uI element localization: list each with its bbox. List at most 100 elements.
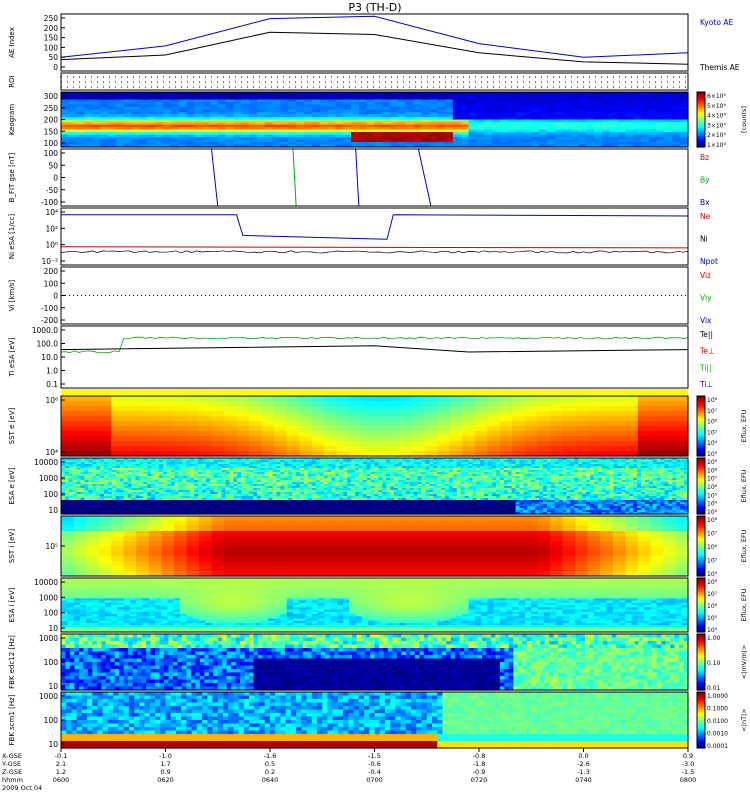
esae-cell [382, 496, 387, 499]
kp-cell [531, 102, 540, 106]
esae-cell [88, 468, 93, 471]
sste-cell [111, 446, 125, 452]
kp-cell [554, 102, 564, 106]
kp-cell [507, 132, 517, 136]
esae-cell [155, 468, 160, 471]
esae-cell [100, 486, 105, 489]
esae-cell [398, 512, 403, 515]
esae-cell [135, 510, 140, 513]
kp-cell [413, 127, 423, 131]
esae-cell [276, 496, 282, 499]
sste-cell [399, 446, 413, 452]
sste-cell [387, 411, 401, 417]
esae-cell [229, 490, 235, 493]
kp-cell [374, 94, 383, 98]
sste-cell [512, 396, 526, 402]
kp-cell [452, 112, 462, 116]
esae-cell [394, 486, 399, 489]
sste-cell [198, 436, 213, 442]
esae-cell [390, 472, 395, 475]
esae-cell [123, 498, 129, 501]
kp-cell [170, 134, 180, 138]
esae-cell [115, 482, 121, 485]
esae-cell [292, 466, 297, 469]
esae-cell [386, 462, 391, 465]
esae-cell [170, 478, 176, 481]
esae-cell [225, 496, 231, 499]
kp-cell [350, 107, 360, 111]
kp-cell [264, 112, 274, 116]
kp-cell [421, 112, 430, 116]
esae-cell [264, 466, 270, 469]
esae-cell [272, 508, 278, 511]
kp-cell [76, 129, 86, 133]
esae-cell [166, 464, 172, 467]
esae-cell [194, 498, 199, 501]
kp-cell [100, 132, 109, 136]
kp-cell [303, 124, 313, 128]
esae-cell [92, 466, 97, 469]
esae-cell [217, 476, 223, 479]
kp-cell [170, 129, 180, 133]
esae-cell [96, 470, 101, 473]
esae-cell [421, 472, 427, 475]
esae-cell [123, 478, 129, 481]
esae-cell [155, 482, 160, 485]
esae-cell [417, 500, 423, 503]
sste-cell [387, 451, 401, 457]
esae-cell [166, 474, 172, 477]
esae-cell [115, 472, 121, 475]
esae-cell [229, 464, 235, 467]
esae-cell [115, 512, 121, 515]
esae-cell [158, 506, 164, 509]
esae-cell [409, 502, 415, 505]
kp-cell [155, 122, 164, 126]
esae-cell [417, 466, 423, 469]
esae-cell [366, 476, 372, 479]
kp-cell [186, 99, 195, 103]
esae-cell [343, 504, 348, 507]
kp-cell [374, 104, 383, 108]
sste-cell [274, 416, 288, 422]
sste-cell [424, 401, 438, 407]
esae-cell [370, 492, 376, 495]
sste-cell [186, 426, 200, 432]
sste-cell [299, 411, 313, 417]
esae-cell [409, 490, 415, 493]
sste-cell [499, 396, 514, 402]
kp-cell [296, 144, 305, 148]
kp-cell [131, 109, 140, 113]
esae-cell [401, 510, 407, 513]
esae-cell [323, 484, 329, 487]
esae-cell [205, 506, 211, 509]
esae-cell [421, 486, 427, 489]
kp-cell [233, 127, 242, 131]
sste-cell [637, 436, 651, 442]
esae-cell [202, 498, 207, 501]
esae-cell [174, 484, 180, 487]
esae-cell [370, 496, 376, 499]
esae-cell [260, 488, 266, 491]
kp-cell [170, 107, 180, 111]
kp-cell [264, 97, 274, 101]
kp-cell [303, 117, 313, 121]
esae-cell [249, 512, 254, 515]
kp-cell [633, 137, 642, 141]
esae-cell [190, 492, 195, 495]
esae-cell [390, 470, 395, 473]
esae-cell [115, 490, 121, 493]
kp-cell [578, 97, 587, 101]
kp-cell [147, 134, 156, 138]
kp-cell [476, 114, 485, 118]
esae-cell [350, 466, 356, 469]
esae-cell [343, 484, 348, 487]
kp-cell [484, 114, 493, 118]
esae-cell [170, 496, 176, 499]
esae-cell [233, 506, 238, 509]
esae-cell [139, 508, 144, 511]
sste-cell [173, 451, 187, 457]
esae-cell [350, 488, 356, 491]
kp-cell [139, 97, 148, 101]
sste-cell [675, 411, 689, 417]
esae-cell [386, 482, 391, 485]
